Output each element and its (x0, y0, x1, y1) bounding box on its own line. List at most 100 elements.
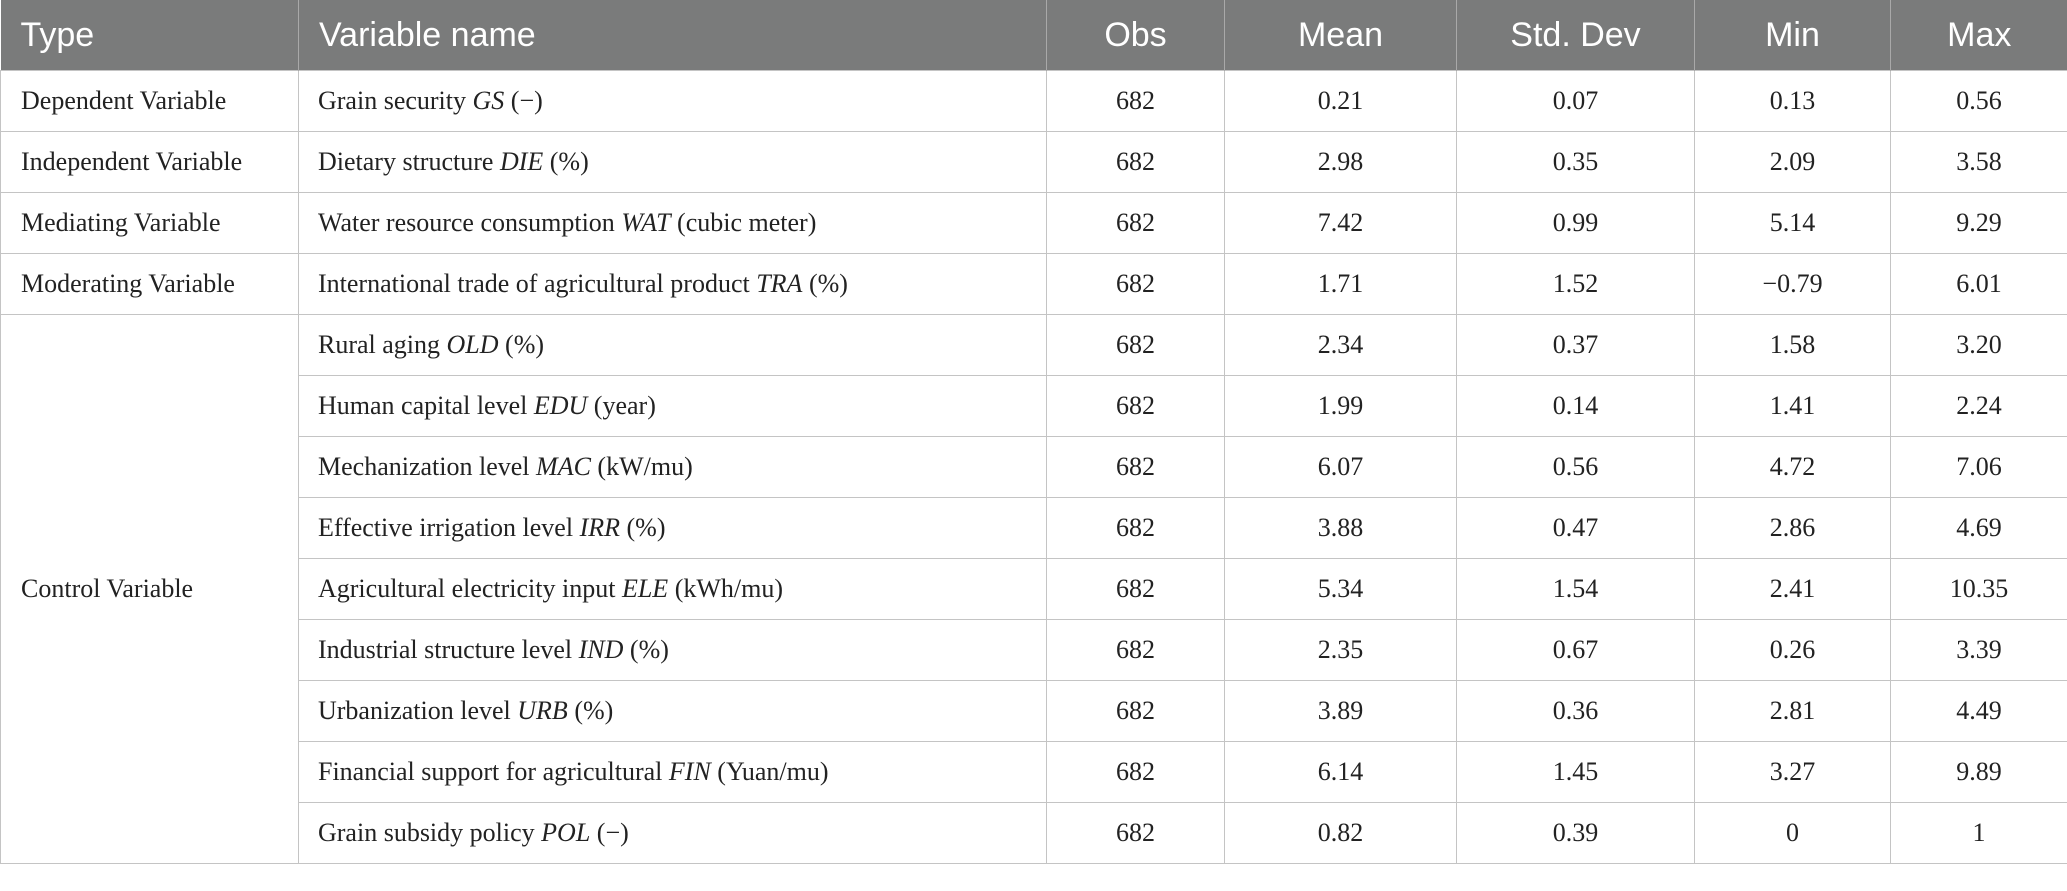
variable-name-cell: Urbanization level URB (%) (298, 680, 1047, 742)
min-cell: 2.41 (1694, 558, 1891, 620)
variable-name-cell: Water resource consumption WAT (cubic me… (298, 192, 1047, 254)
std-dev-cell: 1.54 (1456, 558, 1695, 620)
variable-name-cell: Rural aging OLD (%) (298, 314, 1047, 376)
variable-symbol: IRR (579, 513, 620, 542)
header-variable-name: Variable name (298, 0, 1047, 71)
table-row: Effective irrigation level IRR (%) 682 3… (1, 497, 2067, 559)
obs-cell: 682 (1046, 253, 1225, 315)
min-cell: 0 (1694, 802, 1891, 864)
mean-cell: 7.42 (1224, 192, 1457, 254)
std-dev-cell: 0.39 (1456, 802, 1695, 864)
variable-symbol: EDU (533, 391, 588, 420)
table-row: Mechanization level MAC (kW/mu) 682 6.07… (1, 436, 2067, 498)
obs-cell: 682 (1046, 192, 1225, 254)
variable-label: Water resource consumption (318, 208, 622, 237)
header-std-dev: Std. Dev (1456, 0, 1695, 71)
variable-unit: (%) (498, 330, 545, 359)
variable-label: Rural aging (318, 330, 447, 359)
obs-cell: 682 (1046, 131, 1225, 193)
obs-cell: 682 (1046, 436, 1225, 498)
max-cell: 9.29 (1890, 192, 2067, 254)
mean-cell: 1.71 (1224, 253, 1457, 315)
max-cell: 9.89 (1890, 741, 2067, 803)
table-row: Independent Variable Dietary structure D… (0, 131, 2067, 193)
variable-unit: (%) (802, 269, 848, 298)
mean-cell: 6.07 (1224, 436, 1457, 498)
table-row: Moderating Variable International trade … (0, 253, 2067, 315)
std-dev-cell: 0.37 (1456, 314, 1695, 376)
variable-name-cell: Grain security GS (−) (298, 70, 1047, 132)
max-cell: 10.35 (1890, 558, 2067, 620)
variable-name-cell: Mechanization level MAC (kW/mu) (298, 436, 1047, 498)
mean-cell: 3.88 (1224, 497, 1457, 559)
max-cell: 7.06 (1890, 436, 2067, 498)
table-row: Financial support for agricultural FIN (… (1, 741, 2067, 803)
header-row: Type Variable name Obs Mean Std. Dev Min… (0, 0, 2067, 71)
mean-cell: 2.34 (1224, 314, 1457, 376)
mean-cell: 1.99 (1224, 375, 1457, 437)
variable-unit: (%) (543, 147, 589, 176)
variable-symbol: WAT (621, 208, 671, 237)
variable-label: Financial support for agricultural (318, 757, 669, 786)
type-cell: Control Variable (0, 314, 299, 864)
variable-symbol: FIN (668, 757, 711, 786)
variable-symbol: DIE (499, 147, 544, 176)
obs-cell: 682 (1046, 375, 1225, 437)
header-mean: Mean (1224, 0, 1457, 71)
min-cell: 1.58 (1694, 314, 1891, 376)
variable-symbol: IND (578, 635, 624, 664)
variable-label: Industrial structure level (318, 635, 579, 664)
variable-name-cell: Human capital level EDU (year) (298, 375, 1047, 437)
table-row: Grain subsidy policy POL (−) 682 0.82 0.… (1, 802, 2067, 864)
std-dev-cell: 1.52 (1456, 253, 1695, 315)
variable-label: Grain subsidy policy (318, 818, 542, 847)
std-dev-cell: 0.47 (1456, 497, 1695, 559)
min-cell: 1.41 (1694, 375, 1891, 437)
obs-cell: 682 (1046, 680, 1225, 742)
obs-cell: 682 (1046, 741, 1225, 803)
table-row: Industrial structure level IND (%) 682 2… (1, 619, 2067, 681)
variable-unit: (%) (623, 635, 669, 664)
table-row: Human capital level EDU (year) 682 1.99 … (1, 375, 2067, 437)
type-cell: Dependent Variable (0, 70, 299, 132)
max-cell: 3.39 (1890, 619, 2067, 681)
variable-symbol: MAC (536, 452, 591, 481)
variable-unit: (cubic meter) (670, 208, 817, 237)
variable-name-cell: Agricultural electricity input ELE (kWh/… (298, 558, 1047, 620)
mean-cell: 2.98 (1224, 131, 1457, 193)
header-min: Min (1694, 0, 1891, 71)
std-dev-cell: 0.07 (1456, 70, 1695, 132)
min-cell: −0.79 (1694, 253, 1891, 315)
variable-unit: (−) (590, 818, 629, 847)
variable-label: Effective irrigation level (318, 513, 580, 542)
variable-name-cell: Effective irrigation level IRR (%) (298, 497, 1047, 559)
descriptive-statistics-table: Type Variable name Obs Mean Std. Dev Min… (0, 0, 2067, 864)
header-type: Type (0, 0, 299, 71)
obs-cell: 682 (1046, 70, 1225, 132)
std-dev-cell: 0.99 (1456, 192, 1695, 254)
variable-unit: (Yuan/mu) (710, 757, 829, 786)
std-dev-cell: 0.56 (1456, 436, 1695, 498)
header-max: Max (1890, 0, 2067, 71)
mean-cell: 2.35 (1224, 619, 1457, 681)
obs-cell: 682 (1046, 619, 1225, 681)
std-dev-cell: 0.67 (1456, 619, 1695, 681)
variable-label: Human capital level (318, 391, 534, 420)
variable-label: Agricultural electricity input (318, 574, 622, 603)
min-cell: 0.26 (1694, 619, 1891, 681)
variable-symbol: OLD (446, 330, 499, 359)
max-cell: 1 (1890, 802, 2067, 864)
table-row: Control Variable Rural aging OLD (%) 682… (0, 314, 2067, 864)
variable-label: International trade of agricultural prod… (318, 269, 757, 298)
type-cell: Moderating Variable (0, 253, 299, 315)
variable-symbol: POL (541, 818, 591, 847)
max-cell: 4.49 (1890, 680, 2067, 742)
mean-cell: 5.34 (1224, 558, 1457, 620)
type-cell: Mediating Variable (0, 192, 299, 254)
header-obs: Obs (1046, 0, 1225, 71)
variable-name-cell: Financial support for agricultural FIN (… (298, 741, 1047, 803)
table-row: Urbanization level URB (%) 682 3.89 0.36… (1, 680, 2067, 742)
table-row: Mediating Variable Water resource consum… (0, 192, 2067, 254)
variable-unit: (kW/mu) (590, 452, 693, 481)
std-dev-cell: 0.35 (1456, 131, 1695, 193)
